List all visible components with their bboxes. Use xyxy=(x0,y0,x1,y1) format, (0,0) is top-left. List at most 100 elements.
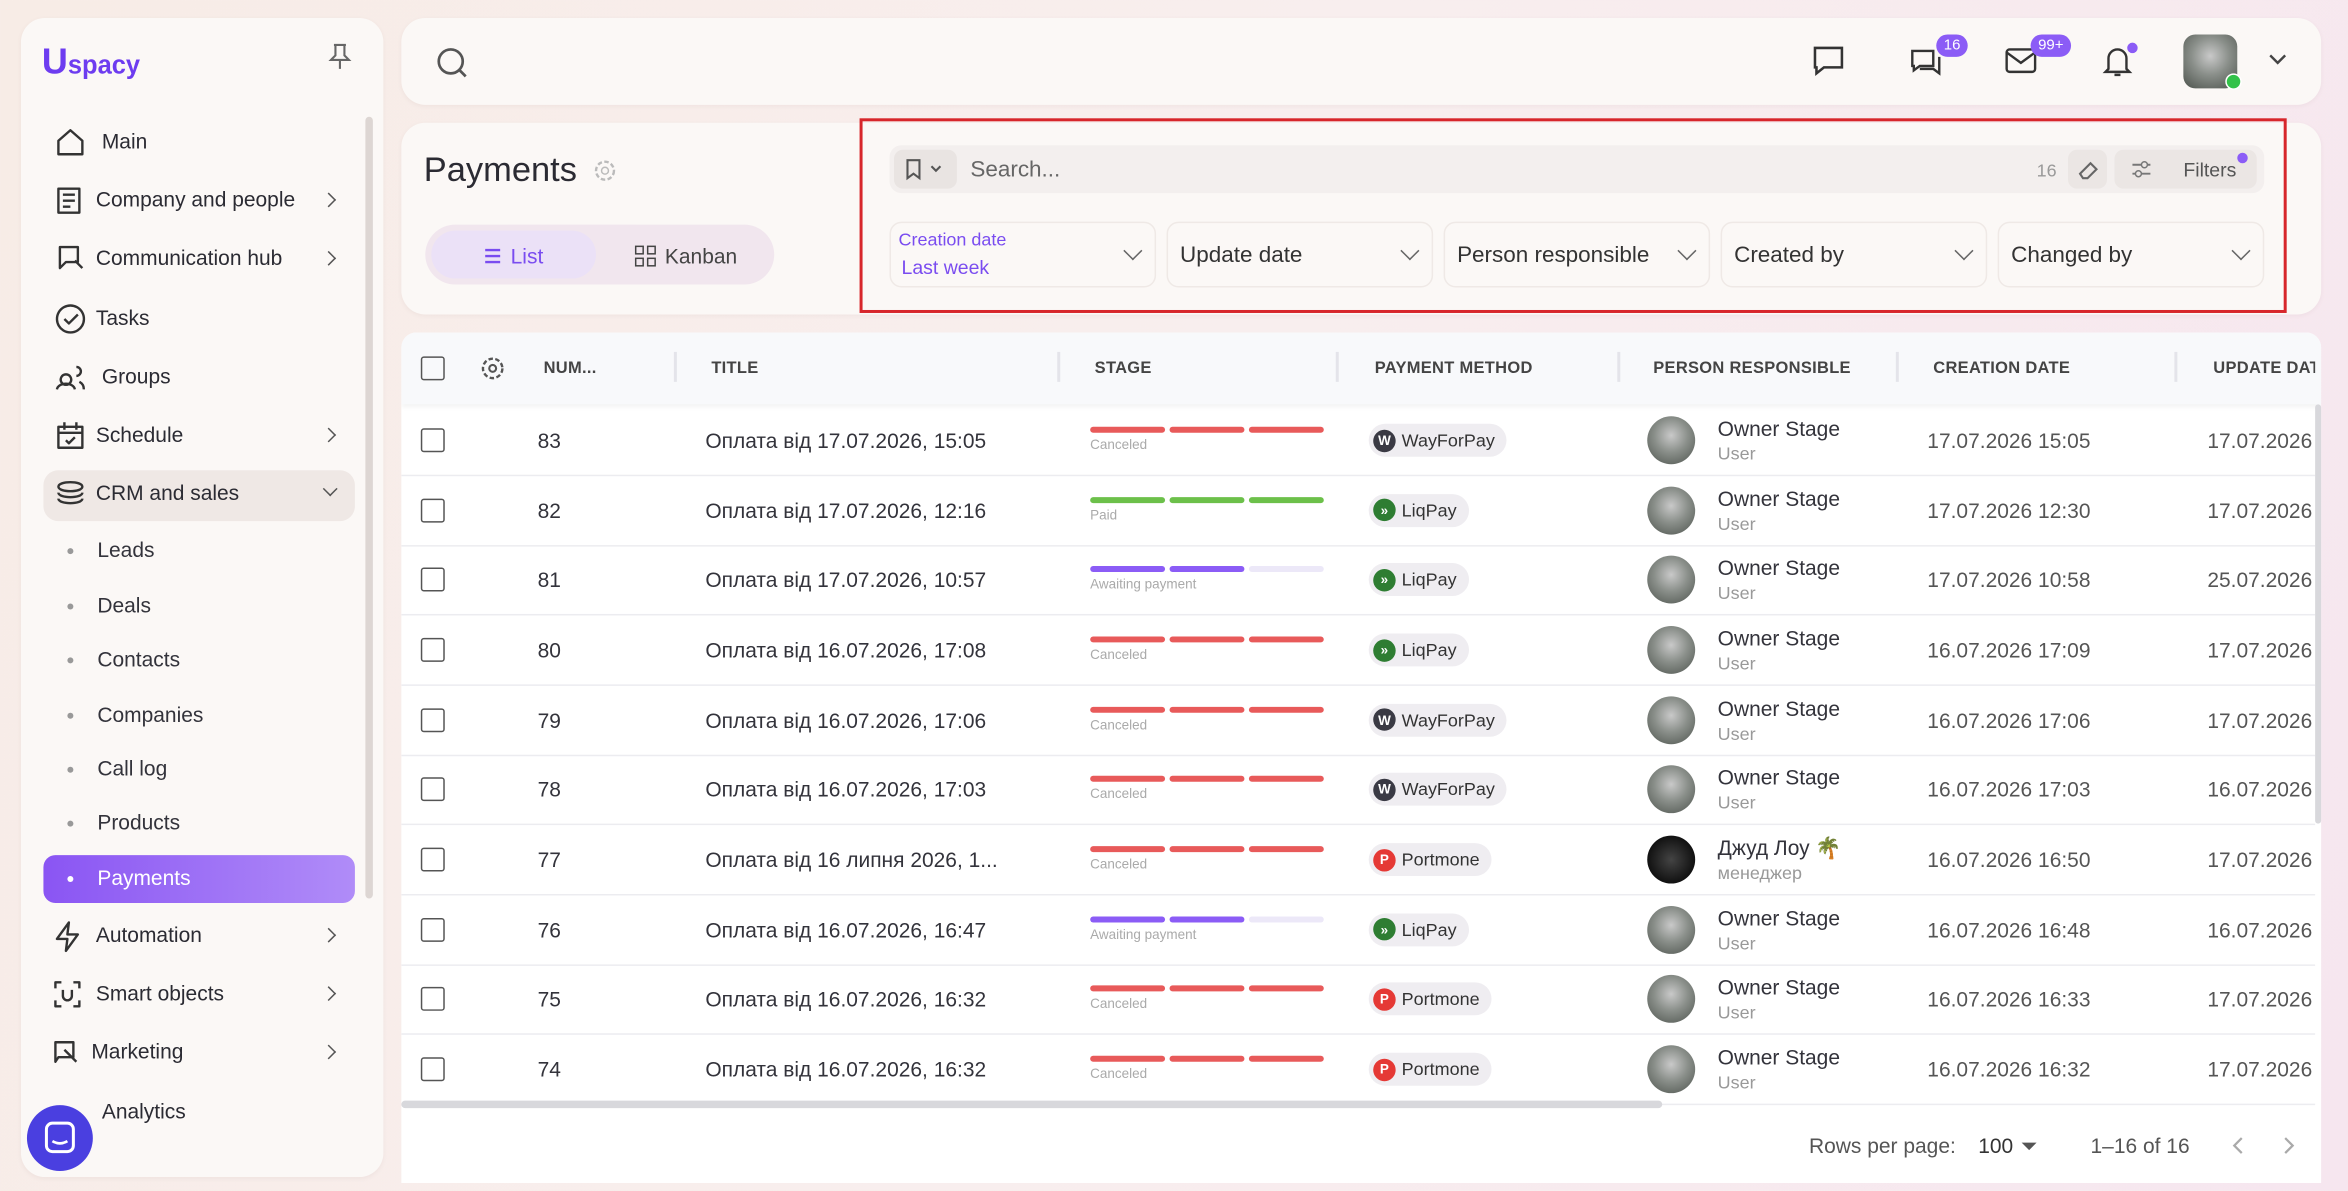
row-checkbox[interactable] xyxy=(420,1057,445,1082)
row-title[interactable]: Оплата від 16 липня 2026, 1... xyxy=(705,847,998,872)
person-avatar[interactable] xyxy=(1647,905,1696,954)
nav-item[interactable]: Company and people xyxy=(95,187,296,212)
person-name[interactable]: Owner Stage xyxy=(1717,1045,1841,1070)
column-header[interactable]: NUM... xyxy=(543,359,597,378)
payment-method[interactable]: P Portmone xyxy=(1368,1052,1492,1086)
row-checkbox[interactable] xyxy=(420,777,445,802)
column-header[interactable]: PERSON RESPONSIBLE xyxy=(1653,359,1851,378)
column-header[interactable]: UPDATE DATE xyxy=(2213,359,2315,378)
filter-field[interactable]: Update date xyxy=(1166,221,1434,288)
payment-method[interactable]: » LiqPay xyxy=(1368,493,1469,527)
payment-method[interactable]: P Portmone xyxy=(1368,843,1492,877)
nav-item[interactable]: Schedule xyxy=(95,422,184,447)
pin-icon[interactable] xyxy=(326,42,353,72)
person-name[interactable]: Owner Stage xyxy=(1717,486,1841,511)
person-avatar[interactable] xyxy=(1647,765,1696,814)
person-avatar[interactable] xyxy=(1647,625,1696,674)
column-settings[interactable] xyxy=(479,355,506,389)
tab-kanban[interactable]: Kanban xyxy=(633,244,737,268)
row-checkbox[interactable] xyxy=(420,428,445,453)
person-name[interactable]: Owner Stage xyxy=(1717,905,1841,930)
select-all[interactable] xyxy=(420,356,445,381)
nav-subitem[interactable]: Companies xyxy=(97,702,204,727)
payment-method[interactable]: W WayForPay xyxy=(1368,703,1507,737)
nav-item[interactable]: CRM and sales xyxy=(95,480,240,505)
title-settings[interactable] xyxy=(592,157,619,184)
nav-subitem[interactable]: Deals xyxy=(97,593,151,617)
mail-icon[interactable] xyxy=(2004,45,2040,78)
rows-per-page-select[interactable]: 100 xyxy=(1978,1133,2014,1158)
clear-button[interactable] xyxy=(2068,149,2107,189)
person-name[interactable]: Джуд Лоу 🌴 xyxy=(1717,835,1842,860)
row-checkbox[interactable] xyxy=(420,498,445,523)
filter-field[interactable]: Created by xyxy=(1720,221,1988,288)
filter-field[interactable]: Changed by xyxy=(1997,221,2265,288)
person-avatar[interactable] xyxy=(1647,1045,1696,1094)
person-avatar[interactable] xyxy=(1647,975,1696,1024)
column-header[interactable]: TITLE xyxy=(711,359,759,378)
tab-list[interactable]: List xyxy=(482,244,543,268)
user-menu-caret[interactable] xyxy=(2267,51,2288,69)
filter-field[interactable]: Person responsible xyxy=(1443,221,1711,288)
nav-item[interactable]: Analytics xyxy=(101,1099,186,1124)
person-avatar[interactable] xyxy=(1647,416,1696,465)
messages-icon[interactable] xyxy=(1810,42,1846,78)
chat-widget[interactable] xyxy=(26,1105,93,1172)
person-avatar[interactable] xyxy=(1647,486,1696,535)
row-checkbox[interactable] xyxy=(420,987,445,1012)
person-avatar[interactable] xyxy=(1647,835,1696,884)
row-checkbox[interactable] xyxy=(420,917,445,942)
saved-filters[interactable] xyxy=(894,149,957,189)
row-title[interactable]: Оплата від 16.07.2026, 17:03 xyxy=(705,777,987,802)
notifications-icon[interactable] xyxy=(2099,42,2138,81)
nav-subitem[interactable]: Products xyxy=(97,810,181,835)
column-header[interactable]: CREATION DATE xyxy=(1933,359,2071,378)
person-avatar[interactable] xyxy=(1647,695,1696,744)
person-name[interactable]: Owner Stage xyxy=(1717,625,1841,650)
payment-method[interactable]: P Portmone xyxy=(1368,982,1492,1016)
person-name[interactable]: Owner Stage xyxy=(1717,556,1841,581)
row-title[interactable]: Оплата від 16.07.2026, 17:06 xyxy=(705,707,987,732)
row-title[interactable]: Оплата від 17.07.2026, 12:16 xyxy=(705,498,987,523)
nav-subitem[interactable]: Contacts xyxy=(97,646,181,671)
nav-item[interactable]: Groups xyxy=(101,363,171,388)
nav-subitem[interactable]: Leads xyxy=(97,537,155,562)
payment-method[interactable]: W WayForPay xyxy=(1368,773,1507,807)
nav-subitem[interactable]: Call log xyxy=(97,756,168,781)
row-title[interactable]: Оплата від 17.07.2026, 15:05 xyxy=(705,428,987,453)
nav-item[interactable]: Automation xyxy=(95,922,202,947)
row-title[interactable]: Оплата від 16.07.2026, 16:47 xyxy=(705,917,987,942)
search-input[interactable]: Search... xyxy=(970,157,1061,183)
column-header[interactable]: PAYMENT METHOD xyxy=(1374,359,1533,378)
nav-item[interactable]: Main xyxy=(101,128,148,153)
row-checkbox[interactable] xyxy=(420,707,445,732)
filters-button[interactable]: Filters xyxy=(2114,149,2257,189)
person-name[interactable]: Owner Stage xyxy=(1717,695,1841,720)
payment-method[interactable]: » LiqPay xyxy=(1368,913,1469,946)
logo[interactable]: U spacy xyxy=(42,42,140,84)
filter-field[interactable]: Creation date Last week xyxy=(889,221,1157,288)
person-name[interactable]: Owner Stage xyxy=(1717,975,1841,1000)
column-header[interactable]: STAGE xyxy=(1094,359,1152,378)
nav-item[interactable]: Tasks xyxy=(95,305,150,330)
row-title[interactable]: Оплата від 16.07.2026, 17:08 xyxy=(705,637,987,662)
global-search-icon[interactable] xyxy=(434,45,470,81)
payment-method[interactable]: » LiqPay xyxy=(1368,563,1469,597)
payment-method[interactable]: » LiqPay xyxy=(1368,633,1469,667)
payment-method[interactable]: W WayForPay xyxy=(1368,423,1507,457)
row-title[interactable]: Оплата від 16.07.2026, 16:32 xyxy=(705,987,987,1012)
nav-subitem[interactable]: Payments xyxy=(97,865,191,890)
row-checkbox[interactable] xyxy=(420,568,445,593)
nav-item[interactable]: Smart objects xyxy=(95,980,225,1005)
nav-item[interactable]: Communication hub xyxy=(95,245,283,270)
person-name[interactable]: Owner Stage xyxy=(1717,416,1841,441)
person-name[interactable]: Owner Stage xyxy=(1717,765,1841,790)
row-title[interactable]: Оплата від 16.07.2026, 16:32 xyxy=(705,1057,987,1082)
pagination[interactable] xyxy=(2225,1134,2306,1158)
row-title[interactable]: Оплата від 17.07.2026, 10:57 xyxy=(705,568,987,593)
person-avatar[interactable] xyxy=(1647,556,1696,604)
row-checkbox[interactable] xyxy=(420,637,445,662)
row-checkbox[interactable] xyxy=(420,847,445,872)
nav-item[interactable]: Marketing xyxy=(91,1039,184,1064)
chat-icon[interactable] xyxy=(1908,45,1944,78)
